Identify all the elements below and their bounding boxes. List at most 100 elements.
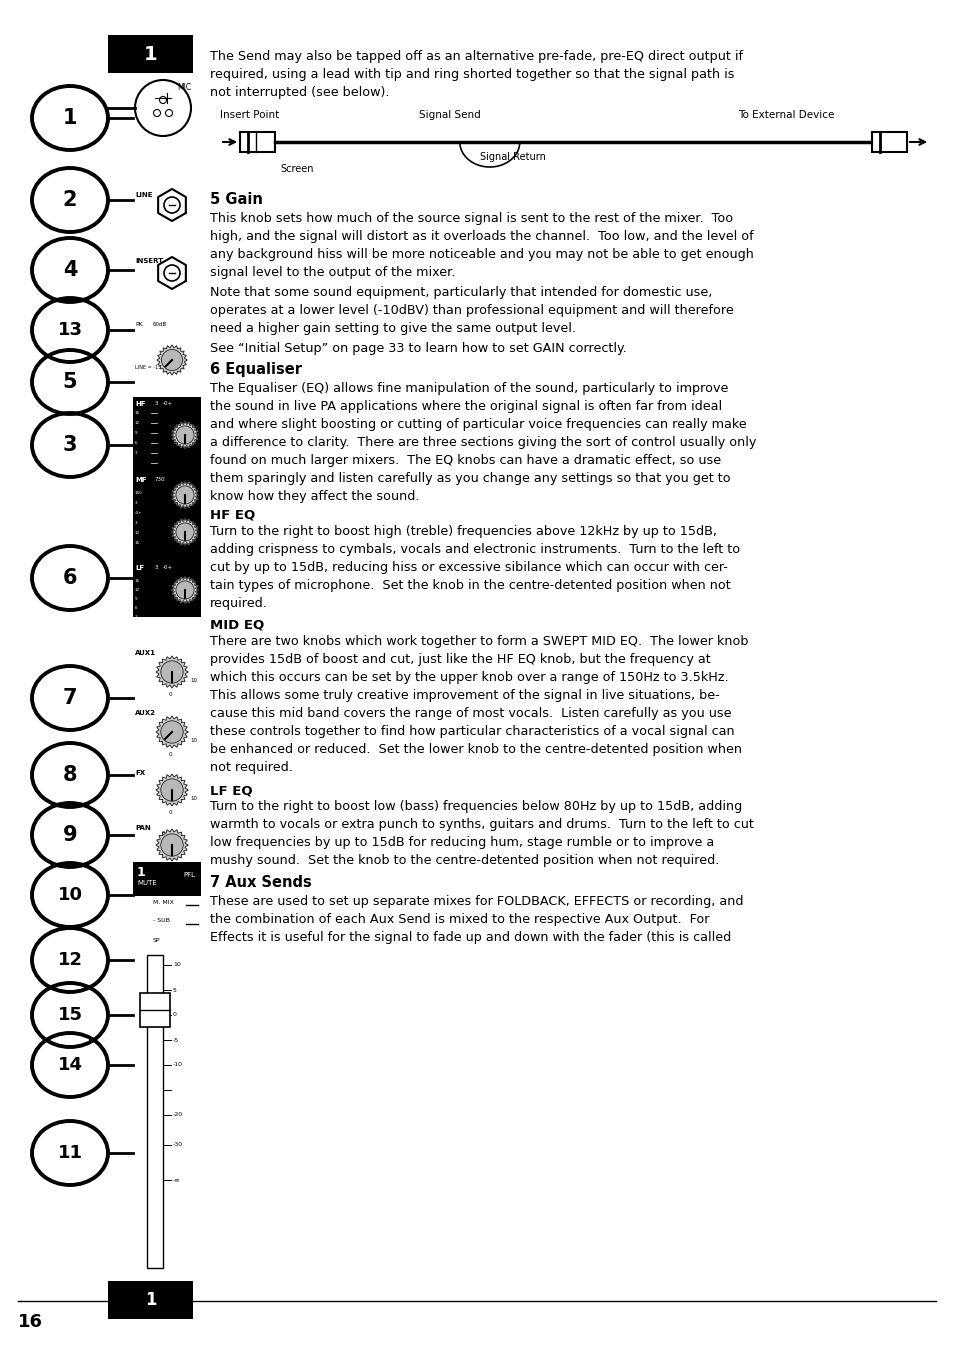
Text: Screen: Screen <box>280 163 314 174</box>
FancyBboxPatch shape <box>108 35 193 73</box>
Text: the sound in live PA applications where the original signal is often far from id: the sound in live PA applications where … <box>210 400 721 413</box>
Text: 10: 10 <box>190 677 196 682</box>
Text: these controls together to find how particular characteristics of a vocal signal: these controls together to find how part… <box>210 725 734 738</box>
Text: warmth to vocals or extra punch to synths, guitars and drums.  Turn to the left : warmth to vocals or extra punch to synth… <box>210 817 753 831</box>
Text: required, using a lead with tip and ring shorted together so that the signal pat: required, using a lead with tip and ring… <box>210 68 734 81</box>
Text: be enhanced or reduced.  Set the lower knob to the centre-detented position when: be enhanced or reduced. Set the lower kn… <box>210 743 741 757</box>
Text: LINE: LINE <box>135 192 152 199</box>
Text: 6: 6 <box>63 567 77 588</box>
Text: SP: SP <box>152 938 160 943</box>
Text: 7: 7 <box>63 688 77 708</box>
Text: -0+: -0+ <box>135 511 143 515</box>
Text: MF: MF <box>135 477 147 484</box>
FancyBboxPatch shape <box>132 862 201 896</box>
Text: 1: 1 <box>145 1292 156 1309</box>
Text: 10: 10 <box>57 886 82 904</box>
Text: To External Device: To External Device <box>738 109 834 120</box>
Text: -0+: -0+ <box>163 565 173 570</box>
Text: M. MIX: M. MIX <box>152 900 173 905</box>
FancyBboxPatch shape <box>132 397 201 617</box>
Text: R: R <box>190 865 193 870</box>
Text: cut by up to 15dB, reducing hiss or excessive sibilance which can occur with cer: cut by up to 15dB, reducing hiss or exce… <box>210 561 727 574</box>
Text: not interrupted (see below).: not interrupted (see below). <box>210 86 389 99</box>
Polygon shape <box>172 519 198 544</box>
Polygon shape <box>156 657 188 688</box>
Text: tain types of microphone.  Set the knob in the centre-detented position when not: tain types of microphone. Set the knob i… <box>210 580 730 592</box>
Text: a difference to clarity.  There are three sections giving the sort of control us: a difference to clarity. There are three… <box>210 436 756 449</box>
FancyBboxPatch shape <box>240 132 274 153</box>
Text: 15: 15 <box>135 411 140 415</box>
Text: 730: 730 <box>154 477 165 482</box>
Text: Signal Return: Signal Return <box>479 153 545 162</box>
Text: 3: 3 <box>135 501 137 505</box>
Circle shape <box>161 661 183 684</box>
Text: and where slight boosting or cutting of particular voice frequencies can really : and where slight boosting or cutting of … <box>210 417 746 431</box>
Text: -20: -20 <box>172 1112 183 1117</box>
Text: The Send may also be tapped off as an alternative pre-fade, pre-EQ direct output: The Send may also be tapped off as an al… <box>210 50 742 63</box>
Circle shape <box>161 721 183 743</box>
FancyBboxPatch shape <box>871 132 906 153</box>
Text: 9: 9 <box>63 825 77 844</box>
Text: Insert Point: Insert Point <box>220 109 279 120</box>
Text: 11: 11 <box>57 1144 82 1162</box>
Text: Signal Send: Signal Send <box>418 109 480 120</box>
Text: 9: 9 <box>135 431 137 435</box>
Text: not required.: not required. <box>210 761 293 774</box>
Text: 12: 12 <box>135 588 140 592</box>
Text: 0: 0 <box>161 831 165 836</box>
Text: 3: 3 <box>135 521 137 526</box>
Text: These are used to set up separate mixes for FOLDBACK, EFFECTS or recording, and: These are used to set up separate mixes … <box>210 894 742 908</box>
Text: 6 Equaliser: 6 Equaliser <box>210 362 302 377</box>
Text: 6: 6 <box>135 607 137 611</box>
Text: HF EQ: HF EQ <box>210 508 255 521</box>
Text: 3: 3 <box>135 451 137 455</box>
Polygon shape <box>172 482 198 508</box>
Text: any background hiss will be more noticeable and you may not be able to get enoug: any background hiss will be more noticea… <box>210 249 753 261</box>
Text: 6: 6 <box>135 440 137 444</box>
Text: mushy sound.  Set the knob to the centre-detented position when not required.: mushy sound. Set the knob to the centre-… <box>210 854 719 867</box>
Text: 12: 12 <box>135 422 140 426</box>
Text: 10: 10 <box>190 796 196 801</box>
Polygon shape <box>156 774 188 807</box>
Text: PAN: PAN <box>135 825 151 831</box>
Text: 13: 13 <box>57 322 82 339</box>
Text: 3: 3 <box>63 435 77 455</box>
FancyBboxPatch shape <box>140 993 170 1027</box>
Text: LINE = -15: LINE = -15 <box>135 365 161 370</box>
Text: HF: HF <box>135 401 146 407</box>
Text: required.: required. <box>210 597 268 611</box>
Text: FX: FX <box>135 770 145 775</box>
Text: 3: 3 <box>154 401 158 407</box>
Text: which this occurs can be set by the upper knob over a range of 150Hz to 3.5kHz.: which this occurs can be set by the uppe… <box>210 671 728 684</box>
Text: 5: 5 <box>172 988 176 993</box>
Text: -∞: -∞ <box>172 1178 180 1182</box>
Text: 8: 8 <box>63 765 77 785</box>
Text: 15: 15 <box>135 580 140 584</box>
Text: found on much larger mixers.  The EQ knobs can have a dramatic effect, so use: found on much larger mixers. The EQ knob… <box>210 454 720 467</box>
Circle shape <box>161 834 183 857</box>
Text: 10: 10 <box>190 738 196 743</box>
Text: 1: 1 <box>144 45 157 63</box>
Polygon shape <box>172 577 198 603</box>
Text: 3: 3 <box>154 565 158 570</box>
Text: 4: 4 <box>63 259 77 280</box>
Text: 15: 15 <box>57 1006 82 1024</box>
Circle shape <box>175 426 193 444</box>
Text: LF: LF <box>135 565 144 571</box>
Text: 1: 1 <box>137 866 146 880</box>
Text: -5: -5 <box>172 1038 179 1043</box>
Text: high, and the signal will distort as it overloads the channel.  Too low, and the: high, and the signal will distort as it … <box>210 230 753 243</box>
Text: 10: 10 <box>172 962 180 967</box>
Text: -0+: -0+ <box>163 401 173 407</box>
Text: INSERT: INSERT <box>135 258 163 263</box>
Polygon shape <box>156 830 188 861</box>
Text: 5: 5 <box>63 372 77 392</box>
Text: - SUB: - SUB <box>152 917 170 923</box>
Text: need a higher gain setting to give the same output level.: need a higher gain setting to give the s… <box>210 322 576 335</box>
Text: 150: 150 <box>135 490 143 494</box>
FancyBboxPatch shape <box>147 955 163 1269</box>
Text: 0: 0 <box>172 1012 176 1017</box>
Polygon shape <box>157 345 187 376</box>
Text: 60dB: 60dB <box>152 322 167 327</box>
Circle shape <box>175 581 193 598</box>
